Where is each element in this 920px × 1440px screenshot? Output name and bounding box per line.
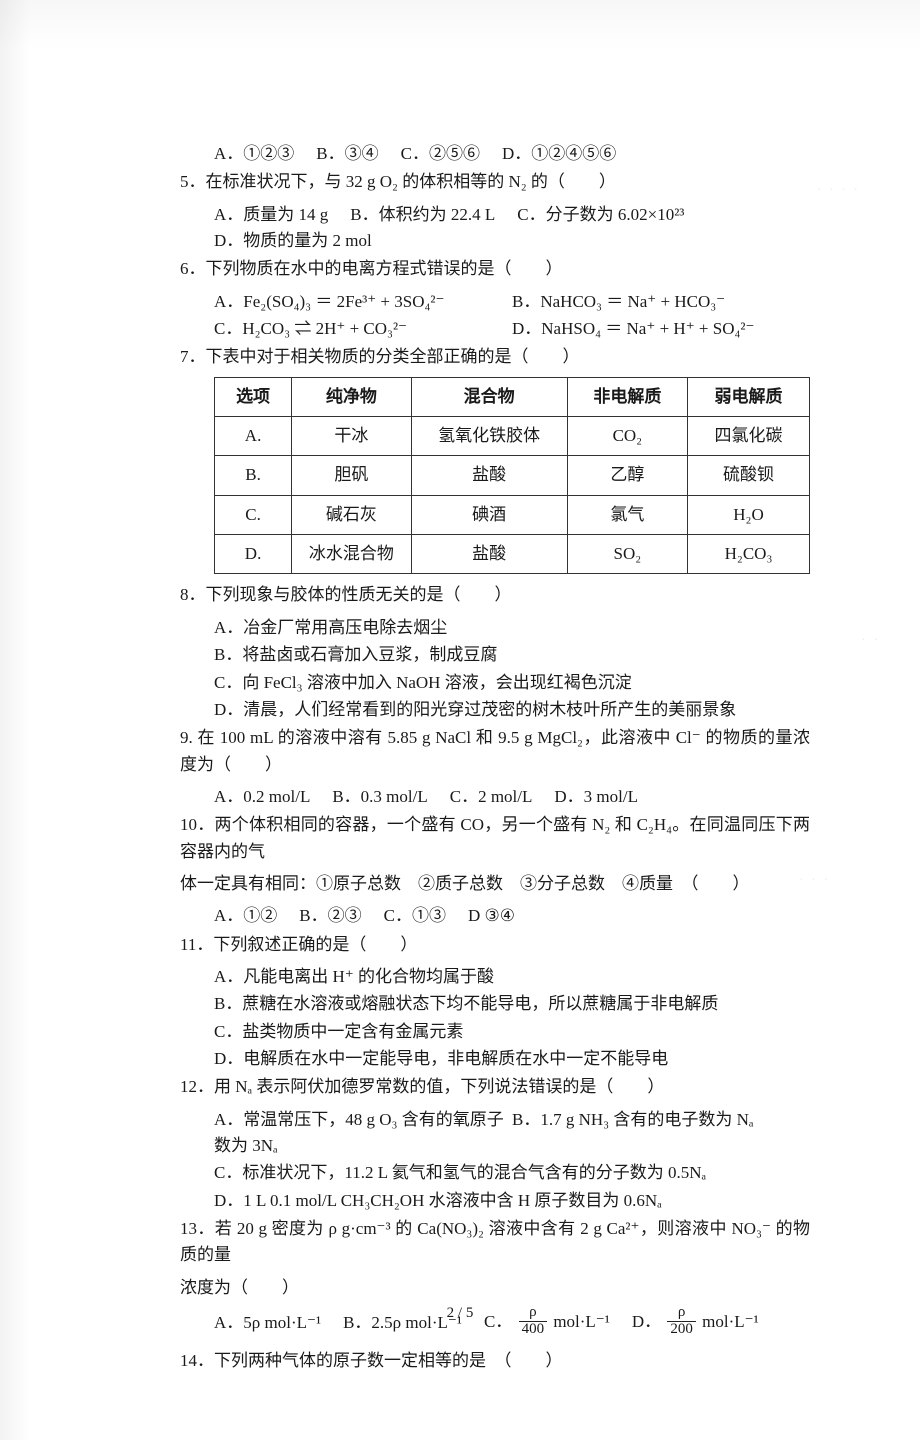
table-row: B. 胆矾 盐酸 乙醇 硫酸钡: [215, 456, 810, 495]
cell: 硫酸钡: [688, 456, 810, 495]
opt: B．将盐卤或石膏加入豆浆，制成豆腐: [180, 642, 810, 668]
opt: D．1 L 0.1 mol/L CH₃CH₂OH 水溶液中含 H 原子数目为 0…: [180, 1188, 810, 1214]
cell: 冰水混合物: [292, 535, 411, 574]
opt: C．H₂CO₃ ⇌ 2H⁺ + CO₃²⁻: [214, 316, 512, 342]
opt: B．体积约为 22.4 L: [350, 202, 495, 228]
cell: 碘酒: [411, 495, 567, 534]
opt: A．Fe₂(SO₄)₃ ＝ 2Fe³⁺ + 3SO₄²⁻: [214, 289, 512, 315]
opt: B．蔗糖在水溶液或熔融状态下均不能导电，所以蔗糖属于非电解质: [180, 991, 810, 1017]
opt: A．0.2 mol/L: [214, 784, 310, 810]
opt: C．②⑤⑥: [401, 141, 480, 167]
col-head: 非电解质: [567, 377, 687, 416]
q6-row1: A．Fe₂(SO₄)₃ ＝ 2Fe³⁺ + 3SO₄²⁻ B．NaHCO₃ ＝ …: [180, 289, 810, 315]
page-number: 2 / 5: [0, 1302, 920, 1325]
opt: A．①②: [214, 903, 277, 929]
scan-noise: · ·: [861, 630, 880, 652]
scan-shadow-top: [0, 0, 920, 50]
q5-options: A．质量为 14 g B．体积约为 22.4 L C．分子数为 6.02×10²…: [180, 202, 810, 255]
q7-table: 选项 纯净物 混合物 非电解质 弱电解质 A. 干冰 氢氧化铁胶体 CO₂ 四氯…: [214, 377, 810, 575]
q12-row1: A．常温常压下，48 g O₃ 含有的氧原子数为 3Nₐ B．1.7 g NH₃…: [180, 1107, 810, 1160]
cell: CO₂: [567, 417, 687, 456]
cell: H₂CO₃: [688, 535, 810, 574]
q6-stem: 6．下列物质在水中的电离方程式错误的是（ ）: [180, 256, 810, 282]
cell: C.: [215, 495, 292, 534]
col-head: 选项: [215, 377, 292, 416]
cell: 盐酸: [411, 535, 567, 574]
table-row: 选项 纯净物 混合物 非电解质 弱电解质: [215, 377, 810, 416]
q5-stem: 5．在标准状况下，与 32 g O₂ 的体积相等的 N₂ 的（ ）: [180, 169, 810, 195]
q10-stem1: 10．两个体积相同的容器，一个盛有 CO，另一个盛有 N₂ 和 C₂H₄。在同温…: [180, 812, 810, 865]
scan-noise: · · · ·: [817, 180, 860, 202]
table-row: C. 碱石灰 碘酒 氯气 H₂O: [215, 495, 810, 534]
opt: C．2 mol/L: [450, 784, 533, 810]
cell: 氯气: [567, 495, 687, 534]
cell: 氢氧化铁胶体: [411, 417, 567, 456]
opt: C．向 FeCl₃ 溶液中加入 NaOH 溶液，会出现红褐色沉淀: [180, 670, 810, 696]
cell: 干冰: [292, 417, 411, 456]
table-row: D. 冰水混合物 盐酸 SO₂ H₂CO₃: [215, 535, 810, 574]
opt: C．分子数为 6.02×10²³: [517, 202, 684, 228]
opt: A．常温常压下，48 g O₃ 含有的氧原子数为 3Nₐ: [214, 1107, 512, 1160]
q12-stem: 12．用 Nₐ 表示阿伏加德罗常数的值，下列说法错误的是（ ）: [180, 1074, 810, 1100]
q11-stem: 11．下列叙述正确的是（ ）: [180, 932, 810, 958]
opt: D．电解质在水中一定能导电，非电解质在水中一定不能导电: [180, 1046, 810, 1072]
opt: D．清晨，人们经常看到的阳光穿过茂密的树木枝叶所产生的美丽景象: [180, 697, 810, 723]
opt: A．①②③: [214, 141, 294, 167]
q10-stem2: 体一定具有相同：①原子总数 ②质子总数 ③分子总数 ④质量 （ ）: [180, 871, 810, 897]
cell: H₂O: [688, 495, 810, 534]
opt: B．②③: [299, 903, 361, 929]
opt: A．凡能电离出 H⁺ 的化合物均属于酸: [180, 964, 810, 990]
opt: B．NaHCO₃ ＝ Na⁺ + HCO₃⁻: [512, 289, 810, 315]
q9-stem: 9. 在 100 mL 的溶液中溶有 5.85 g NaCl 和 9.5 g M…: [180, 725, 810, 778]
opt: D．①②④⑤⑥: [502, 141, 616, 167]
opt: B．1.7 g NH₃ 含有的电子数为 Nₐ: [512, 1107, 810, 1160]
opt: C．①③: [384, 903, 446, 929]
exam-page: · · · · · · · · · A．①②③ B．③④ C．②⑤⑥ D．①②④…: [0, 0, 920, 1440]
cell: A.: [215, 417, 292, 456]
opt: B．③④: [316, 141, 378, 167]
cell: B.: [215, 456, 292, 495]
cell: 四氯化碳: [688, 417, 810, 456]
opt: D．NaHSO₄ ＝ Na⁺ + H⁺ + SO₄²⁻: [512, 316, 810, 342]
table-row: A. 干冰 氢氧化铁胶体 CO₂ 四氯化碳: [215, 417, 810, 456]
opt: D．物质的量为 2 mol: [214, 228, 372, 254]
opt: C．盐类物质中一定含有金属元素: [180, 1019, 810, 1045]
q7-stem: 7．下表中对于相关物质的分类全部正确的是（ ）: [180, 344, 810, 370]
cell: SO₂: [567, 535, 687, 574]
col-head: 纯净物: [292, 377, 411, 416]
q13-stem1: 13．若 20 g 密度为 ρ g·cm⁻³ 的 Ca(NO₃)₂ 溶液中含有 …: [180, 1216, 810, 1269]
cell: 乙醇: [567, 456, 687, 495]
opt: A．冶金厂常用高压电除去烟尘: [180, 615, 810, 641]
opt: A．质量为 14 g: [214, 202, 328, 228]
opt: D．3 mol/L: [554, 784, 638, 810]
q9-options: A．0.2 mol/L B．0.3 mol/L C．2 mol/L D．3 mo…: [180, 784, 810, 810]
col-head: 混合物: [411, 377, 567, 416]
cell: 胆矾: [292, 456, 411, 495]
cell: 碱石灰: [292, 495, 411, 534]
col-head: 弱电解质: [688, 377, 810, 416]
q8-stem: 8．下列现象与胶体的性质无关的是（ ）: [180, 582, 810, 608]
opt: C．标准状况下，11.2 L 氦气和氢气的混合气含有的分子数为 0.5Nₐ: [180, 1160, 810, 1186]
q14-stem: 14．下列两种气体的原子数一定相等的是 （ ）: [180, 1348, 810, 1374]
q13-stem2: 浓度为（ ）: [180, 1275, 810, 1301]
cell: 盐酸: [411, 456, 567, 495]
scan-shadow-left: [0, 0, 30, 1440]
q6-row2: C．H₂CO₃ ⇌ 2H⁺ + CO₃²⁻ D．NaHSO₄ ＝ Na⁺ + H…: [180, 316, 810, 342]
q10-options: A．①② B．②③ C．①③ D ③④: [180, 903, 810, 929]
opt: D ③④: [468, 903, 515, 929]
q4-options: A．①②③ B．③④ C．②⑤⑥ D．①②④⑤⑥: [180, 141, 810, 167]
opt: B．0.3 mol/L: [332, 784, 427, 810]
cell: D.: [215, 535, 292, 574]
